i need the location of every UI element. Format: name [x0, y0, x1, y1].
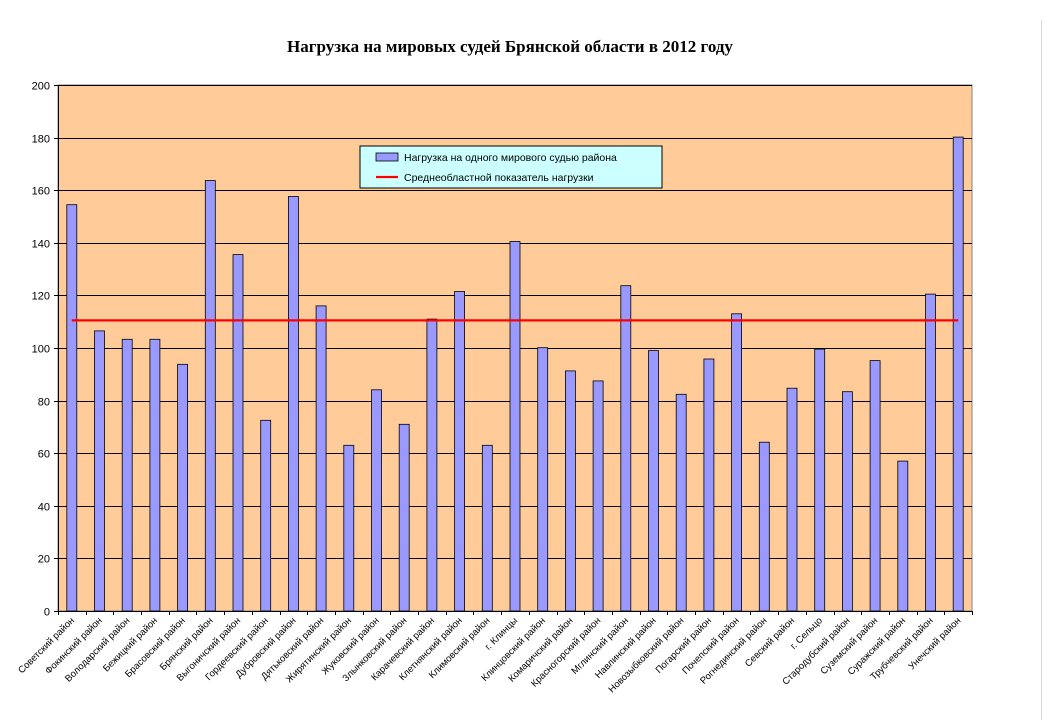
bar: [592, 380, 604, 612]
bar: [177, 363, 189, 612]
y-tick-label: 180: [32, 134, 50, 146]
bar: [315, 305, 327, 612]
y-tick-label: 200: [32, 81, 50, 93]
bar: [94, 330, 105, 612]
bar: [814, 348, 826, 612]
bar: [731, 313, 742, 612]
bar: [149, 338, 161, 612]
y-tick-label: 160: [32, 186, 50, 198]
bar: [121, 338, 133, 612]
bar: [537, 347, 549, 612]
y-axis-ticks: 0 20 40 60 80 100 120 140 160 180 200: [32, 81, 58, 619]
chart-title: Нагрузка на мировых судей Брянской облас…: [287, 37, 733, 56]
y-tick-label: 20: [38, 554, 50, 566]
bar: [952, 136, 964, 612]
bar: [648, 350, 659, 612]
y-tick-label: 120: [32, 291, 50, 303]
bar: [869, 360, 881, 612]
bar: [426, 318, 438, 612]
bar: [786, 387, 798, 612]
bar: [232, 254, 244, 612]
bar: [343, 444, 355, 612]
bar: [897, 460, 909, 612]
page-edge: [1041, 20, 1048, 720]
bar: [565, 370, 576, 612]
bar: [481, 444, 493, 612]
bar: [454, 291, 466, 612]
category-label: Унечский район: [907, 615, 964, 672]
legend-entry-average: Среднеобластной показатель нагрузки: [404, 172, 594, 184]
y-tick-label: 0: [44, 607, 50, 619]
bar: [287, 196, 299, 612]
bar: [260, 419, 272, 612]
bar: [620, 285, 632, 612]
axes: [58, 85, 973, 615]
bar: [509, 241, 521, 612]
bar: [204, 180, 216, 612]
bar: [398, 423, 410, 612]
legend-swatch-bar: [375, 152, 399, 162]
y-tick-label: 40: [38, 502, 50, 514]
y-tick-label: 100: [32, 344, 50, 356]
bar-series: [66, 136, 964, 612]
legend: Нагрузка на одного мирового судью района…: [359, 145, 663, 189]
bar: [675, 393, 687, 612]
bar: [371, 389, 382, 612]
bar: [758, 441, 770, 612]
y-tick-label: 140: [32, 239, 50, 251]
y-tick-label: 80: [38, 397, 50, 409]
bar: [842, 391, 853, 612]
bar: [66, 204, 78, 612]
bar: [925, 293, 936, 612]
legend-box: [359, 145, 663, 189]
y-tick-label: 60: [38, 449, 50, 461]
bar: [703, 358, 715, 612]
legend-entry-bars: Нагрузка на одного мирового судью района: [404, 152, 617, 164]
